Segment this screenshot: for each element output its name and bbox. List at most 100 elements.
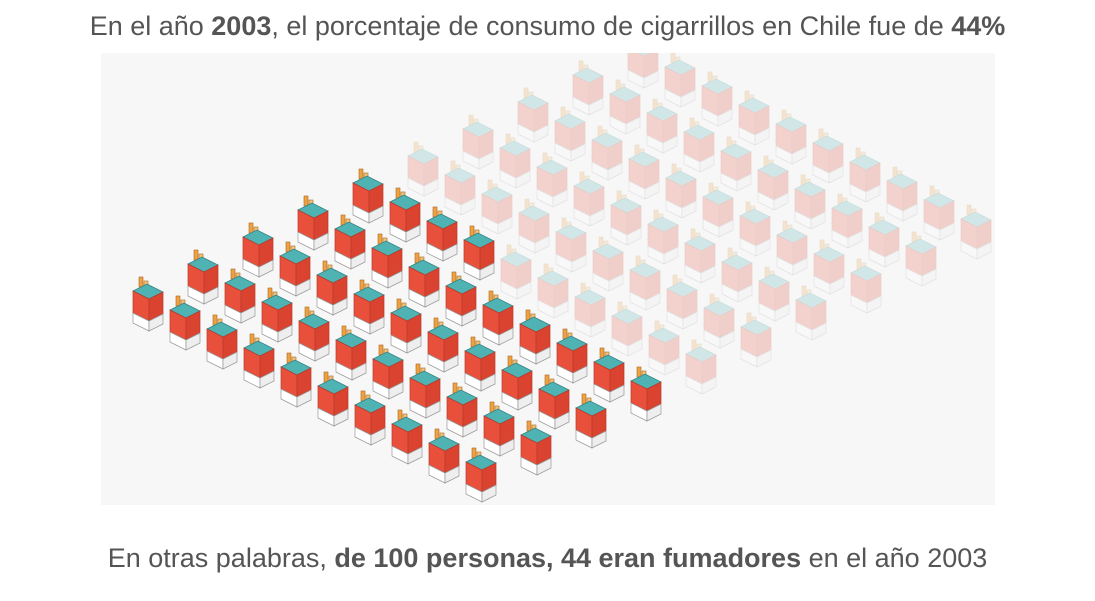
smoker-pack-icon [297, 195, 329, 251]
non-smoker-pack-icon [499, 133, 531, 189]
smoker-pack-icon [519, 309, 551, 365]
non-smoker-pack-icon [407, 141, 439, 197]
non-smoker-pack-icon [775, 109, 807, 165]
smoker-pack-icon [279, 241, 311, 297]
non-smoker-pack-icon [794, 174, 826, 230]
non-smoker-pack-icon [666, 274, 698, 330]
non-smoker-pack-icon [573, 171, 605, 227]
non-smoker-pack-icon [850, 258, 882, 314]
non-smoker-pack-icon [776, 220, 808, 276]
smoker-pack-icon [353, 279, 385, 335]
smoker-pack-icon [280, 352, 312, 408]
non-smoker-pack-icon [757, 155, 789, 211]
smoker-pack-icon [538, 374, 570, 430]
smoker-pack-icon [446, 382, 478, 438]
non-smoker-pack-icon [517, 87, 549, 143]
non-smoker-pack-icon [721, 247, 753, 303]
non-smoker-pack-icon [758, 266, 790, 322]
non-smoker-pack-icon [591, 125, 623, 181]
smoker-pack-icon [463, 225, 495, 281]
non-smoker-pack-icon [905, 231, 937, 287]
chart-panel [101, 53, 995, 505]
smoker-pack-icon [445, 271, 477, 327]
smoker-pack-icon [354, 390, 386, 446]
smoker-pack-icon [224, 268, 256, 324]
smoker-pack-icon [630, 366, 662, 422]
smoker-pack-icon [169, 295, 201, 351]
non-smoker-pack-icon [701, 71, 733, 127]
non-smoker-pack-icon [868, 212, 900, 268]
non-smoker-pack-icon [665, 163, 697, 219]
smoker-pack-icon [316, 260, 348, 316]
smoker-pack-icon [409, 363, 441, 419]
headline-pre: En el año [89, 11, 212, 41]
smoker-pack-icon [371, 233, 403, 289]
non-smoker-pack-icon [537, 263, 569, 319]
non-smoker-pack-icon [536, 152, 568, 208]
smoker-pack-icon [206, 314, 238, 370]
smoker-pack-icon [242, 222, 274, 278]
footer-pre: En otras palabras, [107, 543, 335, 573]
non-smoker-pack-icon [886, 166, 918, 222]
non-smoker-pack-icon [664, 53, 696, 108]
smoker-pack-icon [132, 276, 164, 332]
non-smoker-pack-icon [685, 339, 717, 395]
smoker-pack-icon [427, 317, 459, 373]
non-smoker-pack-icon [628, 144, 660, 200]
non-smoker-pack-icon [831, 193, 863, 249]
non-smoker-pack-icon [648, 320, 680, 376]
smoker-pack-icon [426, 206, 458, 262]
smoker-pack-icon [243, 333, 275, 389]
non-smoker-pack-icon [592, 236, 624, 292]
non-smoker-pack-icon [720, 136, 752, 192]
smoker-pack-icon [391, 409, 423, 465]
non-smoker-pack-icon [462, 114, 494, 170]
non-smoker-pack-icon [574, 282, 606, 338]
smoker-pack-icon [520, 420, 552, 476]
footer-bold: de 100 personas, 44 eran fumadores [334, 543, 802, 573]
non-smoker-pack-icon [444, 160, 476, 216]
non-smoker-pack-icon [647, 209, 679, 265]
footer-caption: En otras palabras, de 100 personas, 44 e… [0, 540, 1095, 576]
non-smoker-pack-icon [738, 90, 770, 146]
smoker-pack-icon [298, 306, 330, 362]
smoker-pack-icon [335, 325, 367, 381]
headline-year: 2003 [211, 11, 272, 41]
smoker-pack-icon [372, 344, 404, 400]
non-smoker-pack-icon [554, 106, 586, 162]
non-smoker-pack-icon [518, 198, 550, 254]
non-smoker-pack-icon [646, 98, 678, 154]
non-smoker-pack-icon [703, 293, 735, 349]
non-smoker-pack-icon [739, 201, 771, 257]
headline-percent: 44% [951, 11, 1006, 41]
non-smoker-pack-icon [555, 217, 587, 273]
cigarette-pack-grid [132, 53, 992, 503]
non-smoker-pack-icon [812, 128, 844, 184]
non-smoker-pack-icon [702, 182, 734, 238]
smoker-pack-icon [482, 290, 514, 346]
smoker-pack-icon [317, 371, 349, 427]
non-smoker-pack-icon [849, 147, 881, 203]
smoker-pack-icon [187, 249, 219, 305]
footer-post: en el año 2003 [801, 543, 988, 573]
non-smoker-pack-icon [611, 301, 643, 357]
smoker-pack-icon [501, 355, 533, 411]
non-smoker-pack-icon [813, 239, 845, 295]
non-smoker-pack-icon [609, 79, 641, 135]
non-smoker-pack-icon [629, 255, 661, 311]
non-smoker-pack-icon [572, 60, 604, 116]
headline-mid: , el porcentaje de consumo de cigarrillo… [271, 11, 952, 41]
non-smoker-pack-icon [500, 244, 532, 300]
smoker-pack-icon [483, 401, 515, 457]
smoker-pack-icon [390, 298, 422, 354]
non-smoker-pack-icon [960, 204, 992, 260]
non-smoker-pack-icon [795, 285, 827, 341]
smoker-pack-icon [428, 428, 460, 484]
non-smoker-pack-icon [923, 185, 955, 241]
non-smoker-pack-icon [684, 228, 716, 284]
non-smoker-pack-icon [683, 117, 715, 173]
smoker-pack-icon [352, 168, 384, 224]
smoker-pack-icon [464, 336, 496, 392]
smoker-pack-icon [593, 347, 625, 403]
non-smoker-pack-icon [481, 179, 513, 235]
